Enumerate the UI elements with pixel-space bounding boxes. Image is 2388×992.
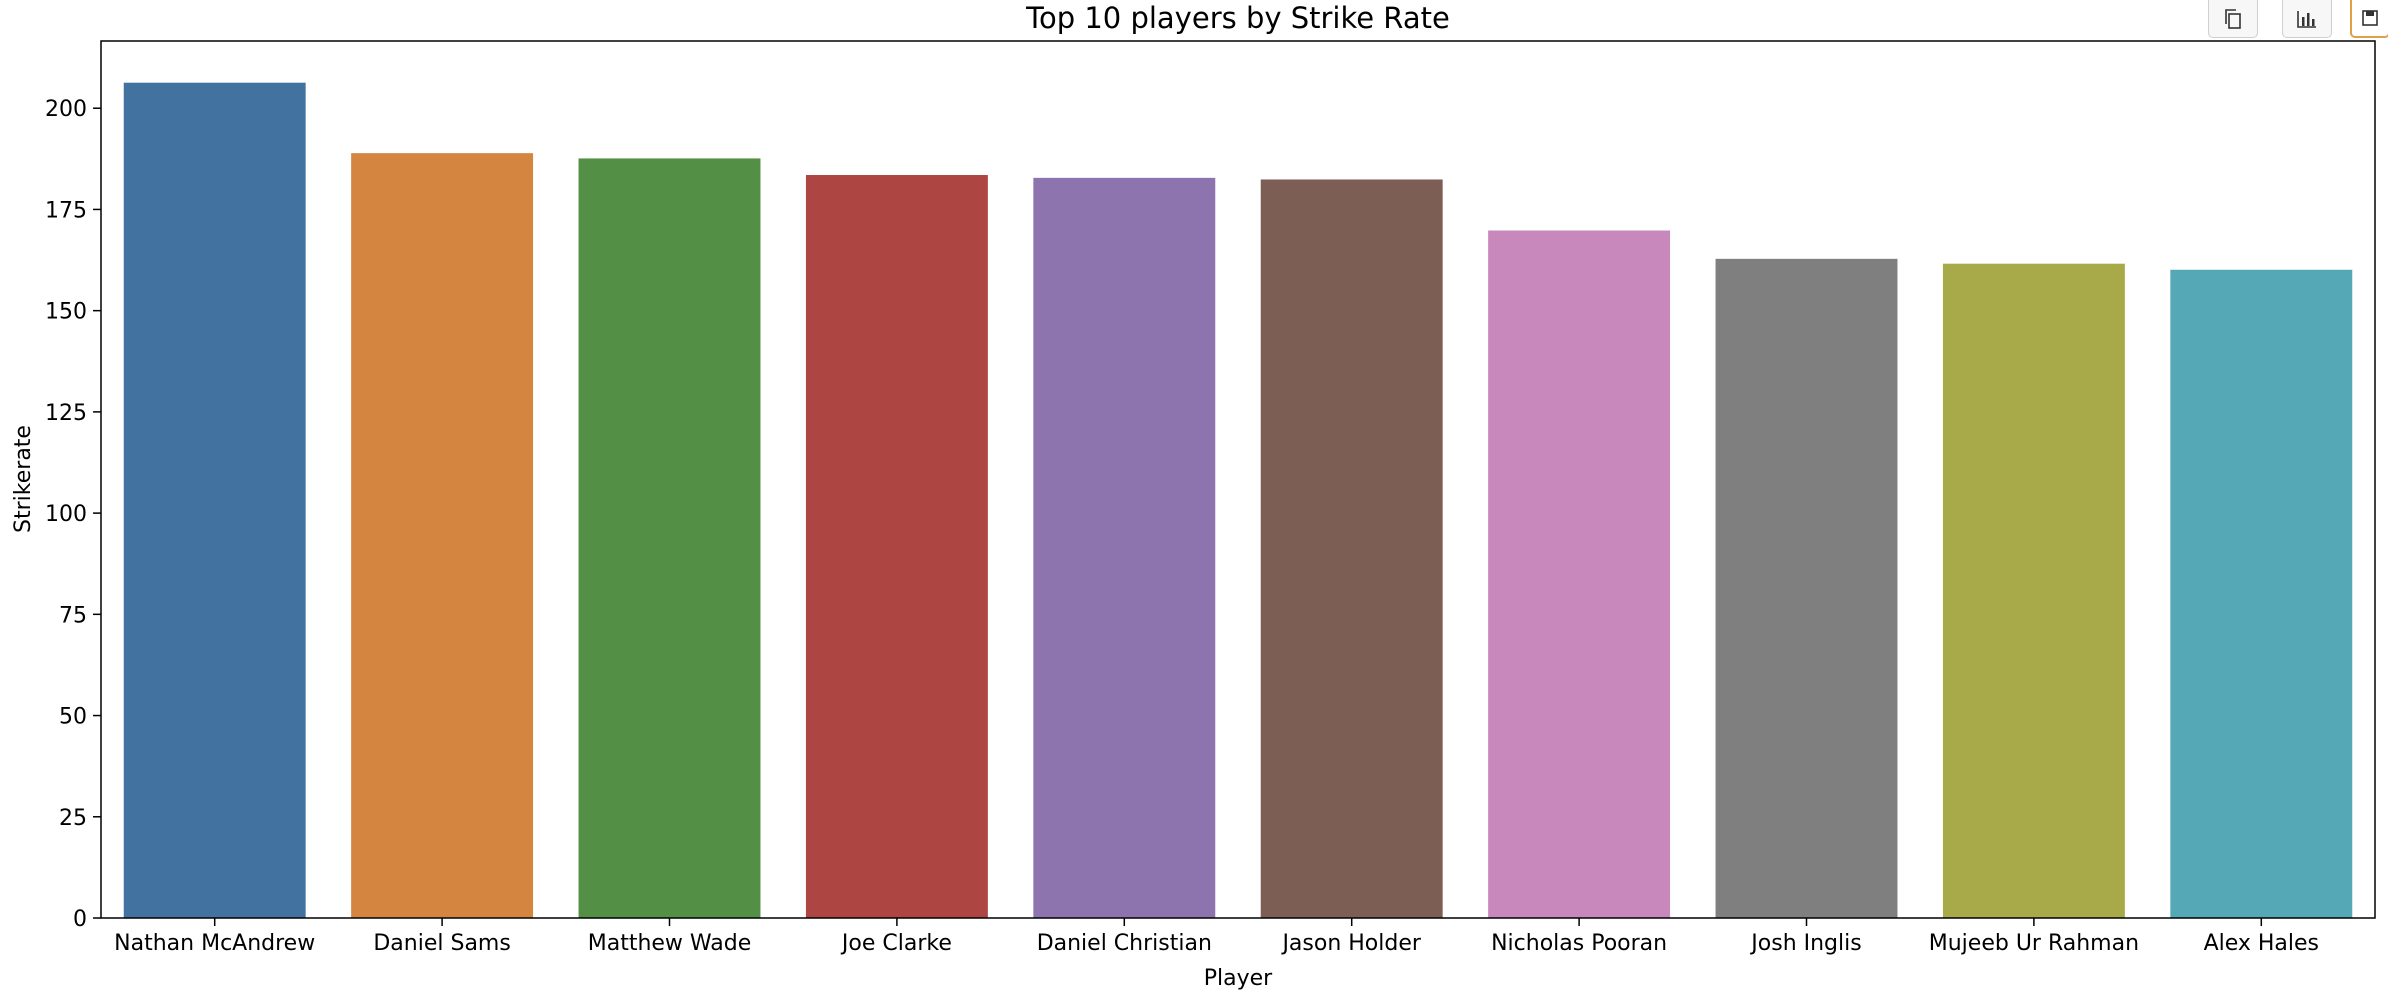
x-tick-label: Mujeeb Ur Rahman [1929,931,2139,956]
y-tick-label: 75 [59,603,87,628]
x-tick-label: Daniel Christian [1037,931,1212,956]
y-tick-label: 200 [45,97,87,122]
bar-matthew-wade [578,158,761,919]
y-tick-label: 25 [59,806,87,831]
save-button[interactable] [2350,0,2388,38]
y-tick-label: 0 [73,907,87,932]
bar-jason-holder [1260,179,1443,918]
bar-daniel-christian [1033,177,1216,918]
bar-nicholas-pooran [1488,230,1671,919]
bar-nathan-mcandrew [123,82,306,919]
x-tick-label: Nicholas Pooran [1491,931,1667,956]
x-tick-label: Jason Holder [1280,931,1421,956]
y-axis-label: Strikerate [11,425,36,533]
y-tick-label: 125 [45,401,87,426]
x-tick-label: Matthew Wade [588,931,752,956]
bar-joe-clarke [805,175,988,919]
bar-josh-inglis [1715,258,1898,918]
copy-icon [2225,8,2241,29]
x-tick-label: Josh Inglis [1749,931,1861,956]
figure-toolbar [2198,0,2388,40]
y-tick-label: 50 [59,705,87,730]
save-icon [2362,10,2378,26]
copy-button[interactable] [2208,0,2258,38]
bar-mujeeb-ur-rahman [1942,263,2125,918]
x-tick-label: Alex Hales [2204,931,2319,956]
plot-frame [100,40,2376,919]
y-tick-label: 150 [45,300,87,325]
x-tick-label: Daniel Sams [373,931,510,956]
x-tick-label: Joe Clarke [840,931,952,956]
y-tick-label: 175 [45,198,87,223]
y-axis-ticks: 0 25 50 75 100 125 150 175 200 [45,97,101,932]
bar-chart-icon [2297,10,2316,28]
bar-chart-button[interactable] [2282,0,2332,38]
chart-title: Top 10 players by Strike Rate [1025,1,1450,35]
x-axis-label: Player [1204,966,1273,991]
y-tick-label: 100 [45,502,87,527]
x-tick-label: Nathan McAndrew [114,931,315,956]
x-axis-ticks: Nathan McAndrew Daniel Sams Matthew Wade Jo… [114,918,2319,956]
bars-group [123,82,2353,919]
bar-alex-hales [2170,269,2353,918]
bar-daniel-sams [351,153,534,919]
